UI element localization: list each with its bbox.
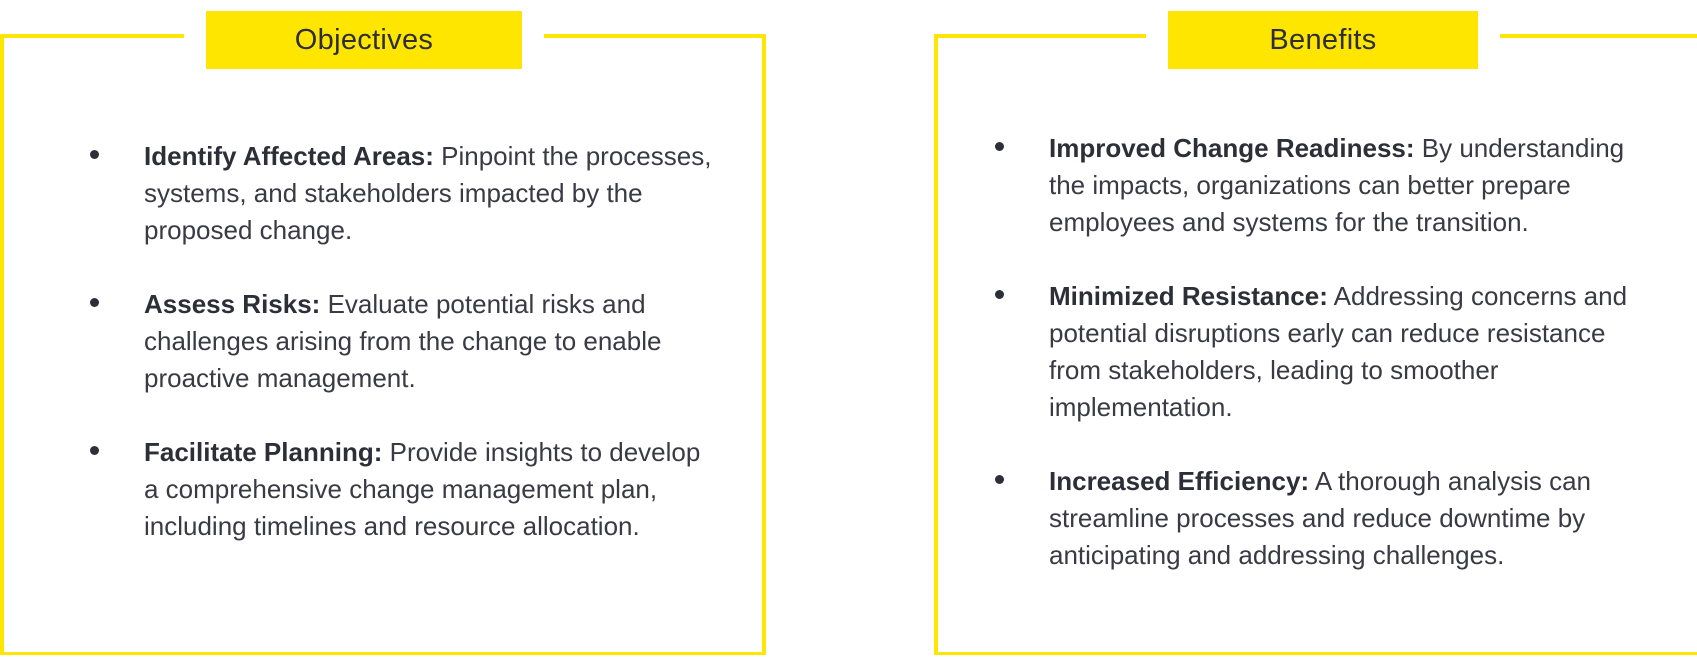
item-text: By understanding the impacts, organizati… [1049, 133, 1625, 237]
list-item: Identify Affected Areas: Pinpoint the pr… [88, 138, 718, 249]
list-item: Improved Change Readiness: By understand… [993, 130, 1653, 241]
bullet-icon [90, 150, 99, 159]
list-item: Increased Efficiency: A thorough analysi… [993, 463, 1653, 574]
bullet-icon [90, 446, 99, 455]
benefits-panel: Benefits Improved Change Readiness: By u… [934, 0, 1697, 655]
item-text: Pinpoint the processes, systems, and sta… [144, 141, 712, 245]
list-item: Facilitate Planning: Provide insights to… [88, 434, 718, 545]
item-term: Improved Change Readiness: [1049, 133, 1415, 163]
item-text: Provide insights to develop a comprehens… [144, 437, 701, 541]
benefits-list: Improved Change Readiness: By understand… [993, 130, 1653, 611]
bullet-icon [995, 142, 1004, 151]
item-term: Assess Risks: [144, 289, 321, 319]
objectives-panel: Objectives Identify Affected Areas: Pinp… [0, 0, 766, 655]
bullet-icon [995, 290, 1004, 299]
item-term: Minimized Resistance: [1049, 281, 1328, 311]
objectives-list: Identify Affected Areas: Pinpoint the pr… [88, 138, 718, 582]
bullet-icon [995, 475, 1004, 484]
item-text: Evaluate potential risks and challenges … [144, 289, 662, 393]
item-text: Addressing concerns and potential disrup… [1049, 281, 1628, 422]
item-term: Facilitate Planning: [144, 437, 383, 467]
item-term: Increased Efficiency: [1049, 466, 1310, 496]
bullet-icon [90, 298, 99, 307]
benefits-title: Benefits [1146, 0, 1500, 91]
list-item: Minimized Resistance: Addressing concern… [993, 278, 1653, 426]
item-text: A thorough analysis can streamline proce… [1049, 466, 1591, 570]
item-term: Identify Affected Areas: [144, 141, 434, 171]
list-item: Assess Risks: Evaluate potential risks a… [88, 286, 718, 397]
objectives-title: Objectives [184, 0, 544, 91]
